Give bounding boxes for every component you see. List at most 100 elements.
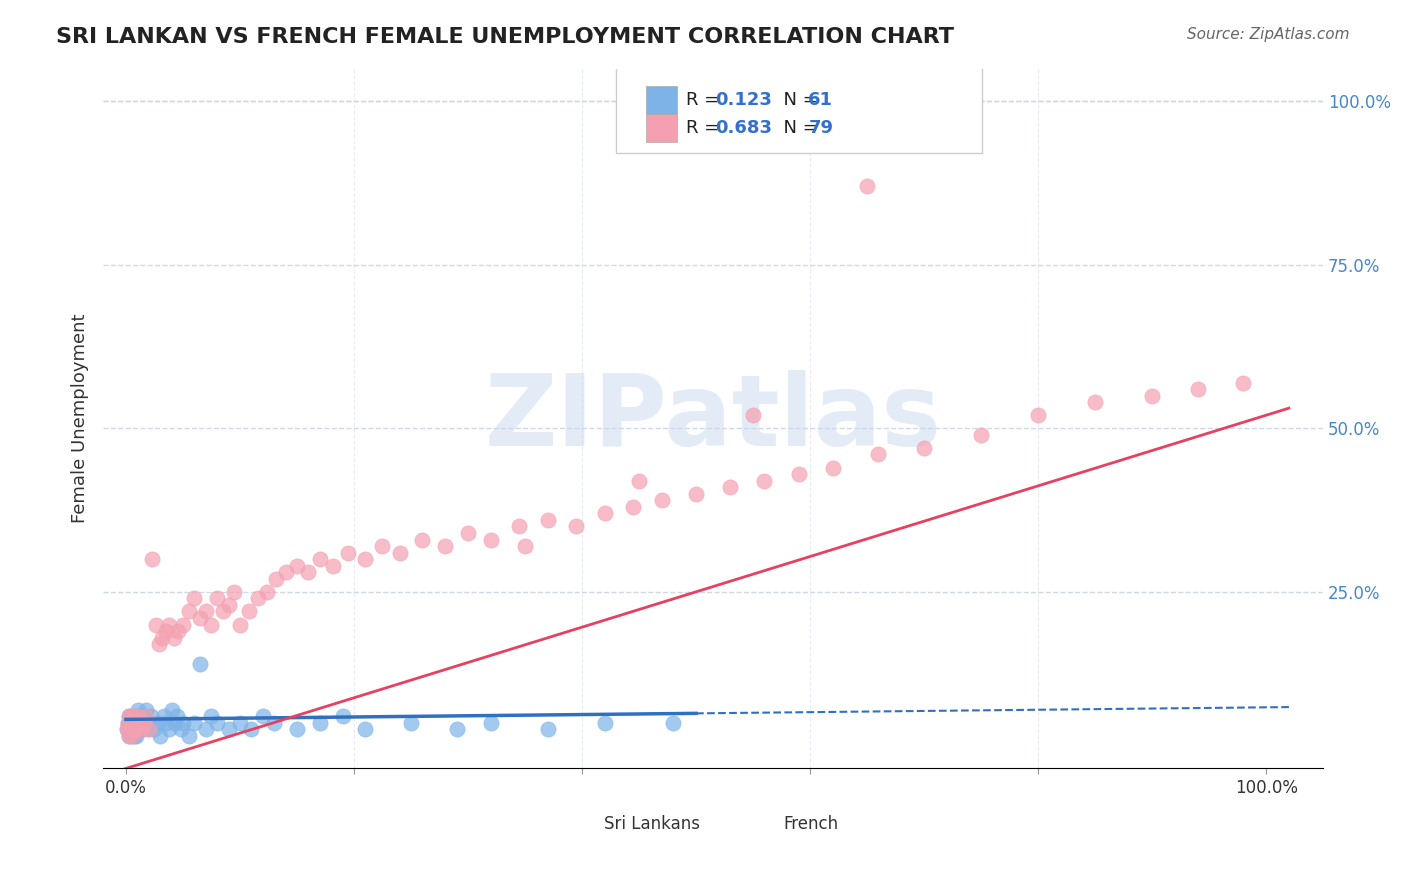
French (685, 486, 707, 500)
Sri Lankans (308, 715, 330, 730)
French (167, 624, 190, 638)
Sri Lankans (132, 722, 155, 736)
Sri Lankans (138, 715, 160, 730)
French (1232, 376, 1254, 390)
French (1140, 388, 1163, 402)
French (256, 584, 278, 599)
FancyBboxPatch shape (645, 86, 676, 114)
French (354, 552, 377, 566)
Sri Lankans (177, 729, 200, 743)
French (145, 617, 167, 632)
French (513, 539, 536, 553)
French (856, 179, 879, 194)
Sri Lankans (134, 715, 156, 730)
Sri Lankans (121, 715, 143, 730)
French (121, 722, 143, 736)
French (138, 722, 160, 736)
French (120, 715, 142, 730)
French (172, 617, 194, 632)
Sri Lankans (172, 715, 194, 730)
Sri Lankans (183, 715, 205, 730)
Sri Lankans (200, 709, 222, 723)
FancyBboxPatch shape (567, 814, 593, 835)
French (157, 617, 180, 632)
French (238, 604, 260, 618)
French (124, 722, 146, 736)
French (1084, 395, 1107, 409)
French (651, 493, 673, 508)
Sri Lankans (163, 715, 186, 730)
Text: 79: 79 (808, 119, 834, 137)
Sri Lankans (166, 709, 188, 723)
Sri Lankans (134, 709, 156, 723)
French (115, 722, 138, 736)
Text: Source: ZipAtlas.com: Source: ZipAtlas.com (1187, 27, 1350, 42)
FancyBboxPatch shape (616, 58, 981, 153)
French (247, 591, 270, 606)
French (127, 722, 149, 736)
French (121, 729, 143, 743)
French (152, 631, 174, 645)
Sri Lankans (115, 722, 138, 736)
French (627, 474, 650, 488)
French (297, 565, 319, 579)
French (141, 552, 163, 566)
French (131, 722, 153, 736)
Text: 0.123: 0.123 (716, 91, 772, 109)
French (274, 565, 297, 579)
Sri Lankans (285, 722, 308, 736)
French (177, 604, 200, 618)
French (787, 467, 810, 481)
French (1187, 382, 1209, 396)
Sri Lankans (263, 715, 285, 730)
Text: N =: N = (772, 119, 823, 137)
Sri Lankans (122, 729, 145, 743)
French (200, 617, 222, 632)
Sri Lankans (127, 702, 149, 716)
Sri Lankans (194, 722, 217, 736)
French (970, 427, 993, 442)
Sri Lankans (127, 722, 149, 736)
Text: 0.683: 0.683 (716, 119, 772, 137)
French (868, 447, 890, 461)
Sri Lankans (121, 722, 143, 736)
Sri Lankans (135, 702, 157, 716)
Sri Lankans (125, 729, 148, 743)
French (308, 552, 330, 566)
French (188, 611, 211, 625)
French (912, 441, 935, 455)
Sri Lankans (120, 722, 142, 736)
Text: R =: R = (686, 91, 725, 109)
Sri Lankans (124, 722, 146, 736)
Text: R =: R = (686, 119, 725, 137)
Sri Lankans (593, 715, 616, 730)
Sri Lankans (446, 722, 468, 736)
French (155, 624, 177, 638)
Sri Lankans (139, 709, 162, 723)
Sri Lankans (537, 722, 560, 736)
Sri Lankans (205, 715, 228, 730)
French (285, 558, 308, 573)
Sri Lankans (128, 722, 150, 736)
Sri Lankans (662, 715, 685, 730)
Sri Lankans (188, 657, 211, 671)
Sri Lankans (332, 709, 354, 723)
French (121, 709, 143, 723)
Text: 61: 61 (808, 91, 834, 109)
French (121, 715, 143, 730)
Sri Lankans (129, 715, 152, 730)
French (388, 545, 411, 559)
French (211, 604, 233, 618)
French (621, 500, 644, 514)
Sri Lankans (118, 729, 141, 743)
FancyBboxPatch shape (756, 814, 783, 835)
Sri Lankans (218, 722, 240, 736)
Sri Lankans (252, 709, 274, 723)
French (537, 513, 560, 527)
French (128, 715, 150, 730)
French (742, 408, 765, 422)
French (229, 617, 252, 632)
French (183, 591, 205, 606)
Sri Lankans (136, 722, 159, 736)
Text: N =: N = (772, 91, 823, 109)
